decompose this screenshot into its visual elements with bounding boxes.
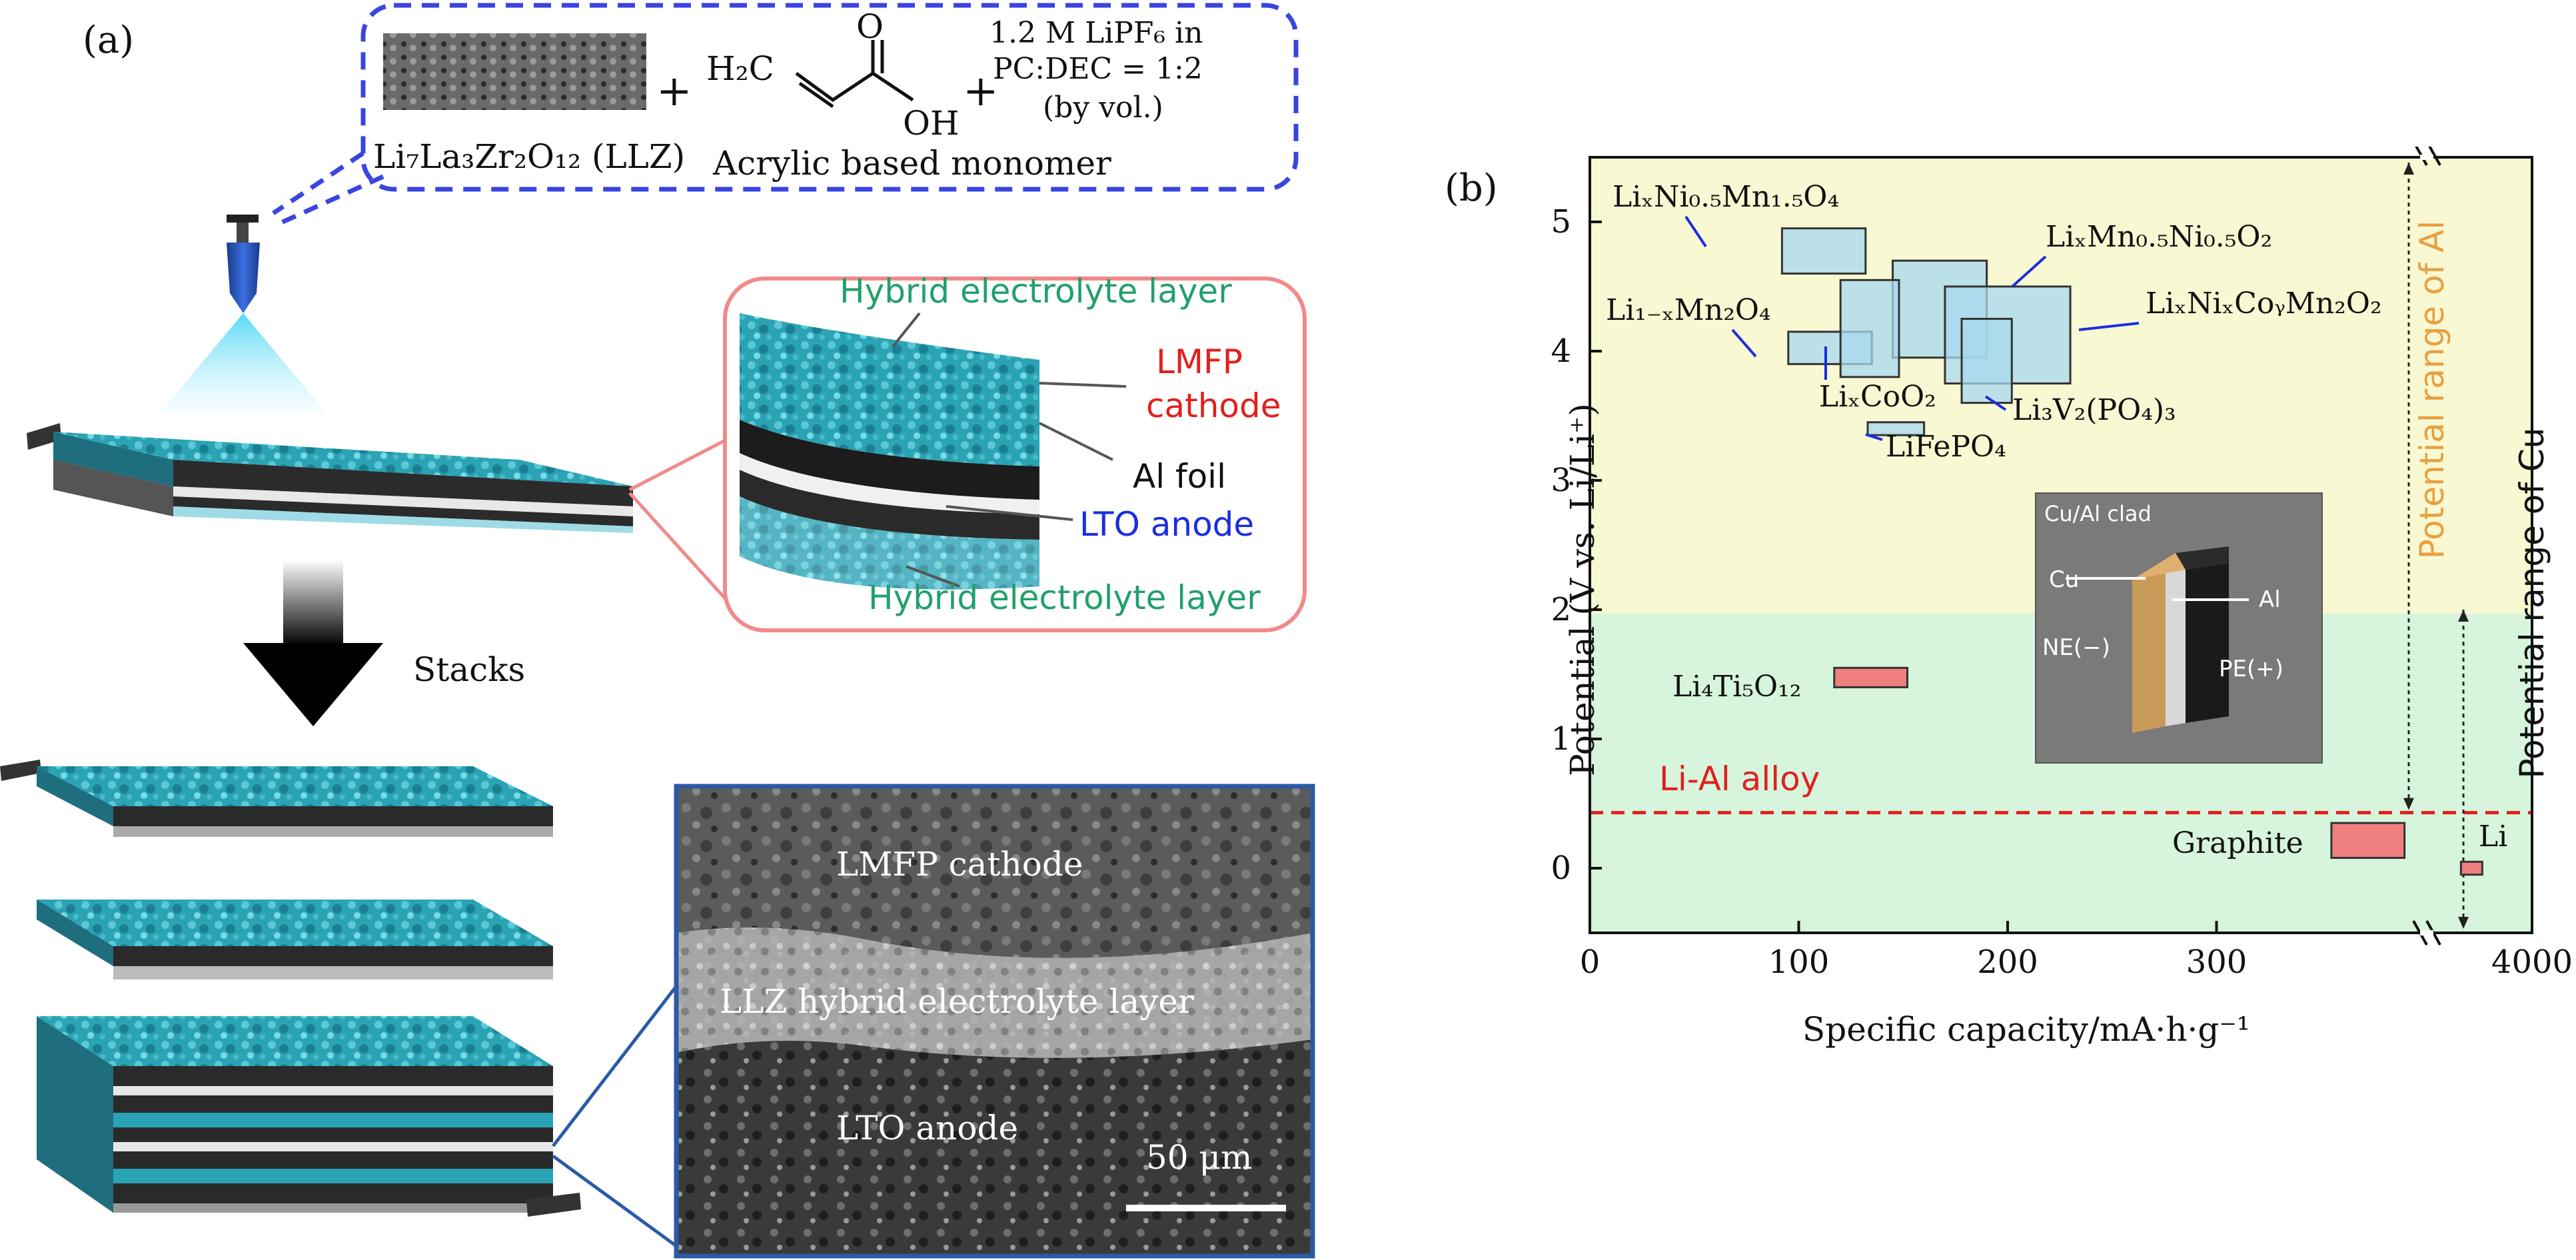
material-leader-2 [1731,328,1757,358]
al-range-arrow-head-bottom [2403,798,2414,810]
inset-pe-label: PE(+) [2219,656,2284,682]
bubble-tail [272,151,384,226]
sem-image [674,784,1315,1259]
cu-range-label: Potential range of Cu [2513,427,2551,779]
sem-cathode-label: LMFP cathode [836,845,1083,884]
inset-cu-label: Cu [2049,566,2080,593]
stack-2 [37,900,553,979]
inset-ne-label: NE(−) [2042,634,2110,661]
x-tick-label-0: 0 [1580,944,1601,981]
al-range-arrow-head-top [2403,163,2414,175]
stacks-arrow-shaft [283,560,343,646]
llz-label: Li₇La₃Zr₂O₁₂ (LLZ) [373,137,686,176]
y-tick-label-0: 0 [1551,850,1571,887]
al-range-label: Potential range of Al [2413,220,2451,560]
material-leader-5 [1984,395,2007,411]
sem-connector [552,985,678,1248]
material-label-7: Li₄Ti₅O₁₂ [1672,670,1801,704]
inset-title: Cu/Al clad [2044,501,2152,526]
sem-scale-label: 50 μm [1146,1138,1253,1177]
li-al-alloy-label: Li-Al alloy [1659,760,1820,798]
single-cell [27,423,633,533]
callout-cathode-l1: LMFP [1156,342,1243,381]
stacks-label: Stacks [413,650,526,689]
material-label-6: LiFePO₄ [1886,430,2006,464]
y-axis-title: Potential (V vs. Li/Li⁺) [1563,403,1602,776]
material-leader-4 [2078,322,2140,331]
material-label-0: LiₓNi₀.₅Mn₁.₅O₄ [1612,180,1839,214]
panel-a-drawing [0,3,1315,1259]
material-box-6 [1866,421,1926,436]
monomer-label: Acrylic based monomer [713,144,1111,183]
layers-closeup [740,313,1039,590]
material-box-0 [1780,227,1867,275]
monomer-oh: OH [903,104,960,143]
y-tick-label-5: 5 [1551,203,1571,241]
electrolyte-line-3: (by vol.) [1043,91,1163,125]
material-label-9: Li [2479,820,2507,854]
y-tick-label-1: 1 [1551,720,1571,758]
callout-cathode-l2: cathode [1146,386,1281,425]
spray-nozzle [227,243,260,313]
material-label-4: LiₓNiₓCoᵧMn₂O₂ [2146,287,2382,320]
stack-3 [37,1016,581,1217]
electrolyte-line-2: PC:DEC = 1:2 [993,52,1203,86]
callout-al-foil: Al foil [1133,457,1226,496]
plot-frame [1589,156,2533,934]
material-box-5 [1960,318,2013,404]
material-leader-0 [1684,215,1707,248]
layer-leaders [892,312,1127,588]
panel-a-label: (a) [83,19,135,62]
callout-lto: LTO anode [1079,505,1255,544]
callout-hybrid-bottom: Hybrid electrolyte layer [868,578,1261,617]
monomer-o: O [856,7,884,46]
material-label-2: Li₁₋ₓMn₂O₄ [1606,293,1771,327]
sem-electrolyte-label: LLZ hybrid electrolyte layer [720,982,1194,1021]
sem-anode-label: LTO anode [836,1109,1019,1147]
monomer-h2c: H₂C [706,49,774,88]
x-axis-title: Specific capacity/mA·h·g⁻¹ [1802,1010,2250,1049]
y-tick-label-4: 4 [1551,332,1571,370]
llz-particles-image [383,33,646,110]
material-label-3: LiₓCoO₂ [1819,380,1936,414]
x-tick-label-4000: 4000 [2491,944,2573,981]
panel-b-label: (b) [1445,167,1498,210]
cu-range-arrow-head-bottom [2458,917,2469,929]
x-tick-label-200: 200 [1977,944,2038,981]
stack-1 [0,760,553,837]
x-tick-label-300: 300 [2186,944,2248,981]
materials-bubble [360,3,1299,192]
material-leader-1 [2011,255,2047,288]
callout-connector [628,438,728,601]
stacks-arrow-head [243,643,383,726]
material-box-8 [2330,822,2406,859]
material-box-3 [1839,279,1900,378]
material-label-5: Li₃V₂(PO₄)₃ [2012,393,2176,427]
material-label-8: Graphite [2172,826,2303,860]
callout-hybrid-top: Hybrid electrolyte layer [840,272,1232,311]
y-tick-label-2: 2 [1551,591,1571,628]
capacity-chart: LiₓNi₀.₅Mn₁.₅O₄ LiₓMn₀.₅Ni₀.₅O₂ Li₁₋ₓMn₂O₄… [1551,147,2573,981]
scale-bar [1126,1205,1286,1211]
cu-range-arrow-head-top [2458,610,2469,622]
x-tick-label-100: 100 [1768,944,1830,981]
acrylic-structure [795,40,914,109]
plus-sign-1: + [656,67,692,116]
material-box-7 [1833,666,1909,688]
nozzle-cap [227,215,259,223]
material-label-1: LiₓMn₀.₅Ni₀.₅O₂ [2046,220,2272,254]
y-tick-label-3: 3 [1551,462,1571,499]
electrolyte-line-1: 1.2 M LiPF₆ in [989,16,1203,50]
material-leader-6 [1865,433,1883,441]
plus-sign-2: + [963,67,999,116]
inset-al-label: Al [2259,586,2281,613]
spray-cone [160,313,326,413]
material-box-9 [2459,860,2483,876]
cu-al-inset [2035,492,2323,764]
